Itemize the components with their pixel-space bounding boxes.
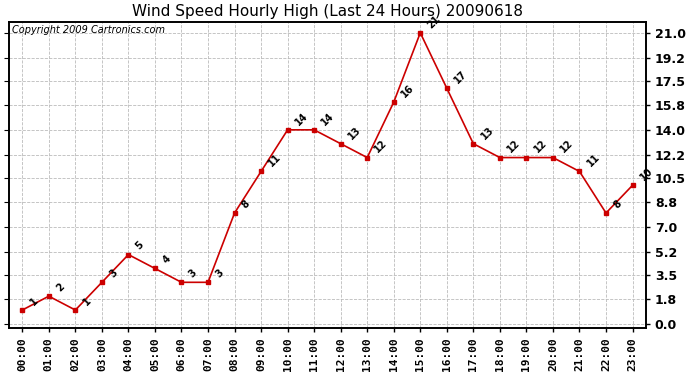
Text: 12: 12: [373, 138, 389, 155]
Text: 12: 12: [506, 138, 522, 155]
Text: 8: 8: [611, 198, 624, 210]
Text: 11: 11: [266, 152, 284, 169]
Text: 14: 14: [319, 111, 336, 127]
Text: 5: 5: [134, 240, 146, 252]
Text: 11: 11: [585, 152, 602, 169]
Text: 14: 14: [293, 111, 310, 127]
Text: 8: 8: [240, 198, 252, 210]
Text: 17: 17: [453, 69, 469, 86]
Text: 4: 4: [161, 254, 172, 266]
Text: 1: 1: [81, 296, 92, 307]
Text: Copyright 2009 Cartronics.com: Copyright 2009 Cartronics.com: [12, 25, 165, 35]
Text: 12: 12: [558, 138, 575, 155]
Text: 3: 3: [187, 268, 199, 279]
Text: 21: 21: [426, 13, 442, 30]
Text: 13: 13: [479, 124, 495, 141]
Text: 3: 3: [214, 268, 226, 279]
Text: 10: 10: [638, 166, 655, 183]
Text: 1: 1: [28, 296, 40, 307]
Text: 2: 2: [55, 282, 66, 293]
Text: 13: 13: [346, 124, 363, 141]
Title: Wind Speed Hourly High (Last 24 Hours) 20090618: Wind Speed Hourly High (Last 24 Hours) 2…: [132, 4, 523, 19]
Text: 3: 3: [108, 268, 119, 279]
Text: 16: 16: [400, 83, 416, 99]
Text: 12: 12: [532, 138, 549, 155]
